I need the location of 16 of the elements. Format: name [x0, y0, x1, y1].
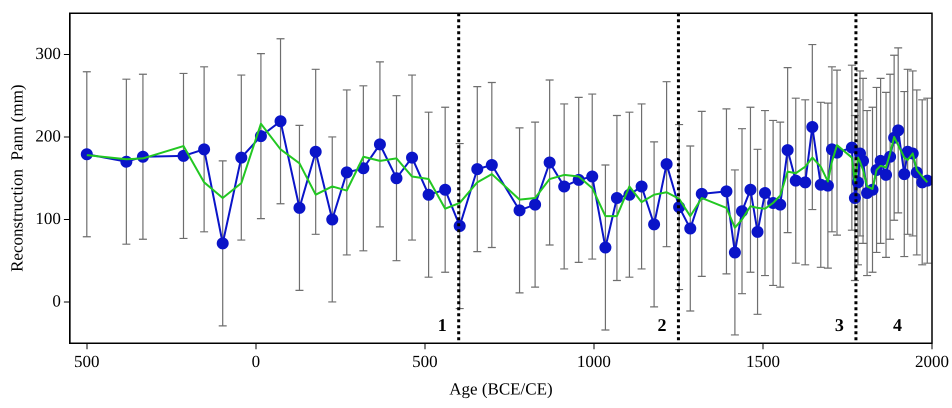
y-tick-label: 300	[35, 44, 61, 63]
annotation: 4	[893, 315, 902, 336]
x-tick-label: 2000	[915, 352, 949, 371]
y-tick-label: 100	[35, 208, 61, 228]
y-axis-title: Reconstruction Pann (mm)	[8, 84, 27, 272]
y-tick-label: 200	[35, 126, 61, 146]
annotation: 3	[834, 315, 844, 336]
annotation: 2	[657, 315, 666, 336]
annotation: 1	[438, 315, 447, 336]
x-tick-label: 500	[412, 352, 438, 371]
x-tick-label: 0	[252, 352, 260, 371]
x-tick-label: 500	[74, 352, 100, 371]
x-tick-label: 1500	[746, 352, 780, 371]
x-tick-label: 1000	[576, 352, 611, 371]
x-axis-title: Age (BCE/CE)	[449, 379, 553, 398]
y-tick-label: 0	[52, 291, 61, 310]
